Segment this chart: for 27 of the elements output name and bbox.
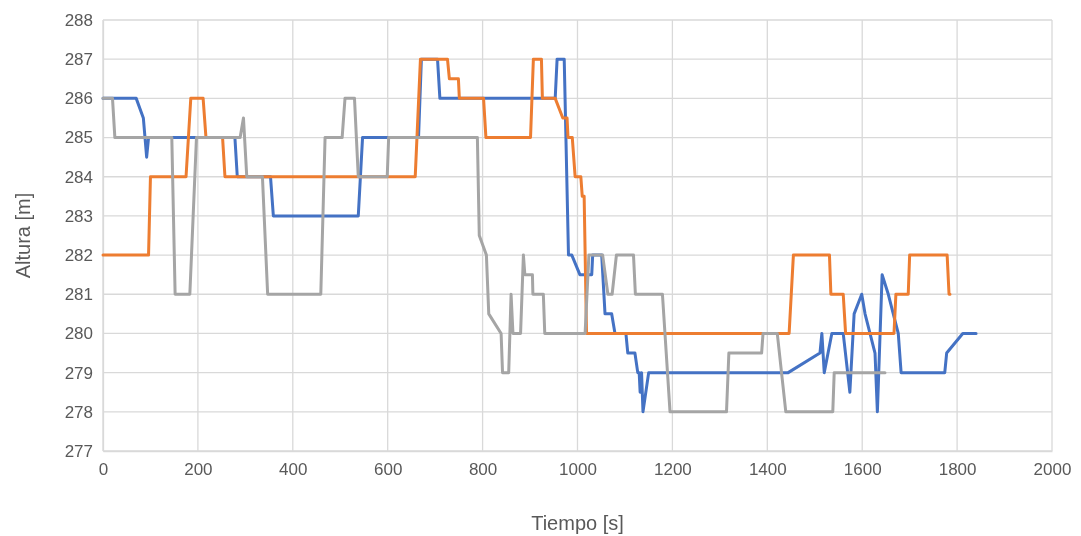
x-tick-label: 1000 — [559, 460, 597, 480]
y-tick-label: 286 — [64, 89, 93, 109]
x-tick-label: 600 — [374, 460, 403, 480]
y-tick-label: 287 — [64, 50, 93, 70]
y-tick-label: 283 — [64, 206, 93, 226]
y-tick-label: 285 — [64, 128, 93, 148]
y-tick-label: 284 — [64, 167, 93, 187]
x-tick-label: 400 — [279, 460, 308, 480]
x-tick-label: 1600 — [843, 460, 882, 480]
x-tick-label: 2000 — [1033, 460, 1072, 480]
line-series — [101, 57, 952, 335]
y-tick-label: 288 — [64, 10, 93, 30]
x-axis-title: Tiempo [s] — [531, 512, 624, 534]
y-tick-label: 280 — [64, 324, 93, 344]
x-tick-label: 1400 — [748, 460, 787, 480]
y-tick-label: 282 — [64, 246, 93, 266]
y-tick-label: 279 — [64, 363, 93, 383]
x-tick-label: 1800 — [938, 460, 977, 480]
y-tick-label: 277 — [64, 441, 93, 461]
y-axis-title: Altura [m] — [12, 192, 34, 279]
y-tick-label: 281 — [64, 285, 93, 305]
x-tick-label: 800 — [468, 460, 498, 480]
x-tick-label: 200 — [184, 460, 213, 480]
x-tick-label: 1200 — [653, 460, 692, 480]
line-series — [101, 96, 887, 414]
x-tick-label: 0 — [98, 460, 109, 480]
y-tick-label: 278 — [64, 402, 93, 422]
